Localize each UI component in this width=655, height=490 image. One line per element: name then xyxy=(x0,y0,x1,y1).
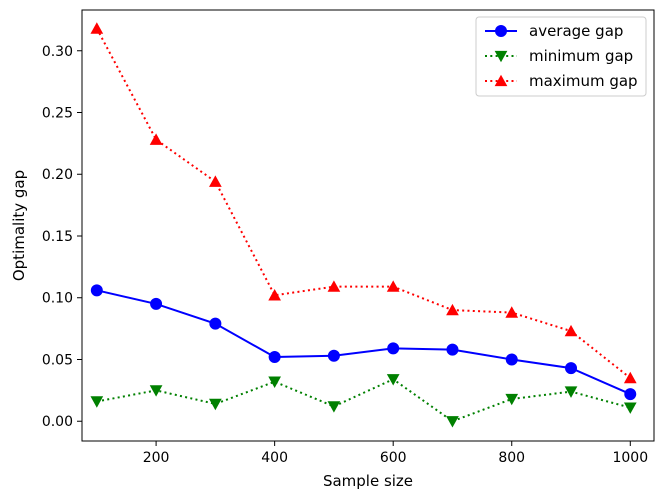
data-point xyxy=(149,385,163,397)
legend-label: average gap xyxy=(529,22,623,40)
data-point xyxy=(564,324,578,337)
y-tick-label: 0.00 xyxy=(42,414,73,430)
x-tick-label: 800 xyxy=(498,450,525,466)
data-point xyxy=(90,396,104,408)
data-point xyxy=(505,306,519,318)
data-point xyxy=(505,353,518,366)
data-point xyxy=(149,133,163,145)
data-point xyxy=(209,317,222,330)
x-tick-label: 1000 xyxy=(612,450,648,466)
series-line-2 xyxy=(95,28,631,379)
data-point xyxy=(505,393,519,406)
data-point xyxy=(327,280,341,292)
data-point xyxy=(387,342,400,355)
data-point xyxy=(446,343,459,356)
legend-marker xyxy=(494,50,508,63)
plot-frame xyxy=(81,9,655,442)
legend: average gap minimum gap maximum gap xyxy=(475,16,647,97)
legend-marker xyxy=(494,74,508,87)
data-point xyxy=(386,280,400,292)
x-tick-label: 200 xyxy=(143,450,170,466)
data-point xyxy=(624,388,637,401)
legend-marker xyxy=(495,25,507,37)
y-tick-label: 0.15 xyxy=(42,229,73,245)
legend-label: maximum gap xyxy=(529,72,638,90)
data-point xyxy=(327,349,340,362)
data-point xyxy=(268,289,281,301)
legend-label: minimum gap xyxy=(529,47,633,65)
y-tick-label: 0.10 xyxy=(42,291,73,307)
y-tick-label: 0.05 xyxy=(42,352,73,368)
x-axis-label: Sample size xyxy=(323,472,413,490)
data-point xyxy=(564,386,578,398)
y-tick-label: 0.30 xyxy=(42,44,73,60)
series-line-0 xyxy=(96,289,631,395)
x-tick-label: 600 xyxy=(380,450,407,466)
series-line-1 xyxy=(96,378,631,423)
data-point xyxy=(268,351,281,364)
data-point xyxy=(623,371,637,384)
data-point xyxy=(327,401,341,413)
data-point xyxy=(446,416,459,428)
plot-area xyxy=(90,22,637,428)
data-point xyxy=(90,22,104,34)
legend-box xyxy=(475,16,647,97)
data-point xyxy=(268,376,281,388)
data-point xyxy=(565,362,578,375)
data-point xyxy=(386,374,400,386)
data-point xyxy=(446,303,459,316)
y-tick-label: 0.20 xyxy=(42,167,73,183)
data-point xyxy=(209,175,222,187)
data-point xyxy=(150,297,163,310)
data-point xyxy=(90,284,103,297)
y-tick-label: 0.25 xyxy=(42,106,73,122)
data-point xyxy=(209,398,222,411)
axes: 200 400 600 800 1000 0.00 0.05 0.10 0.15 0.20 0.25… xyxy=(42,9,655,466)
data-point xyxy=(623,402,637,414)
y-axis-label: Optimality gap xyxy=(10,170,28,281)
x-tick-label: 400 xyxy=(261,450,288,466)
